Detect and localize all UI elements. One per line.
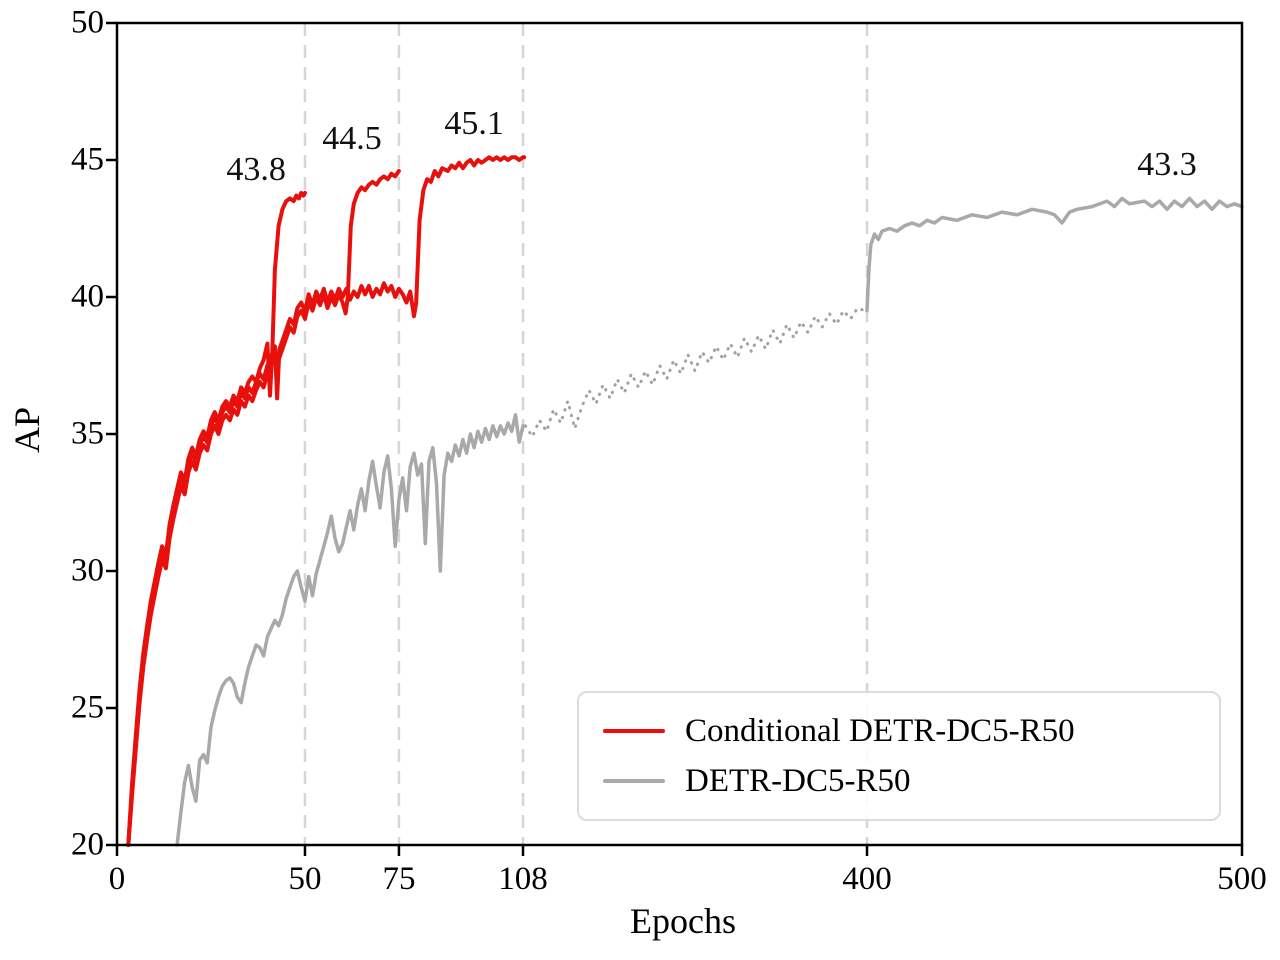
series-line-1-2 <box>865 196 1244 313</box>
legend-entry-detr: DETR-DC5-R50 <box>603 763 1219 799</box>
x-tick-label-75: 75 <box>382 861 416 897</box>
y-axis-label: AP <box>7 406 47 454</box>
annotation-44.5: 44.5 <box>322 120 382 158</box>
series-line-0-0 <box>126 190 307 847</box>
x-tick-label-0: 0 <box>108 861 126 897</box>
y-tick-label-20: 20 <box>71 826 104 863</box>
annotation-43.3: 43.3 <box>1137 146 1197 184</box>
y-tick-label-45: 45 <box>71 141 104 178</box>
legend-entry-conditional-detr: Conditional DETR-DC5-R50 <box>603 713 1219 749</box>
series-line-1-0 <box>175 413 525 847</box>
legend: Conditional DETR-DC5-R50 DETR-DC5-R50 <box>577 691 1221 821</box>
legend-label: Conditional DETR-DC5-R50 <box>685 712 1075 749</box>
y-tick-label-30: 30 <box>71 552 104 589</box>
series-line-1-1 <box>523 306 867 439</box>
y-tick-label-25: 25 <box>71 689 104 726</box>
annotation-45.1: 45.1 <box>444 105 504 143</box>
x-axis-label: Epochs <box>630 901 736 941</box>
x-tick-label-108: 108 <box>498 861 548 897</box>
annotation-43.8: 43.8 <box>226 150 286 188</box>
series-line-0-2 <box>126 155 527 847</box>
legend-label: DETR-DC5-R50 <box>685 763 911 799</box>
legend-line-sample-gray <box>603 779 665 784</box>
legend-line-sample-red <box>603 728 665 733</box>
x-tick-label-400: 400 <box>842 861 892 897</box>
x-tick-label-50: 50 <box>288 861 322 897</box>
y-tick-label-35: 35 <box>71 415 104 452</box>
y-tick-label-40: 40 <box>71 278 104 315</box>
x-tick-label-500: 500 <box>1217 861 1267 897</box>
y-tick-label-50: 50 <box>71 4 104 41</box>
